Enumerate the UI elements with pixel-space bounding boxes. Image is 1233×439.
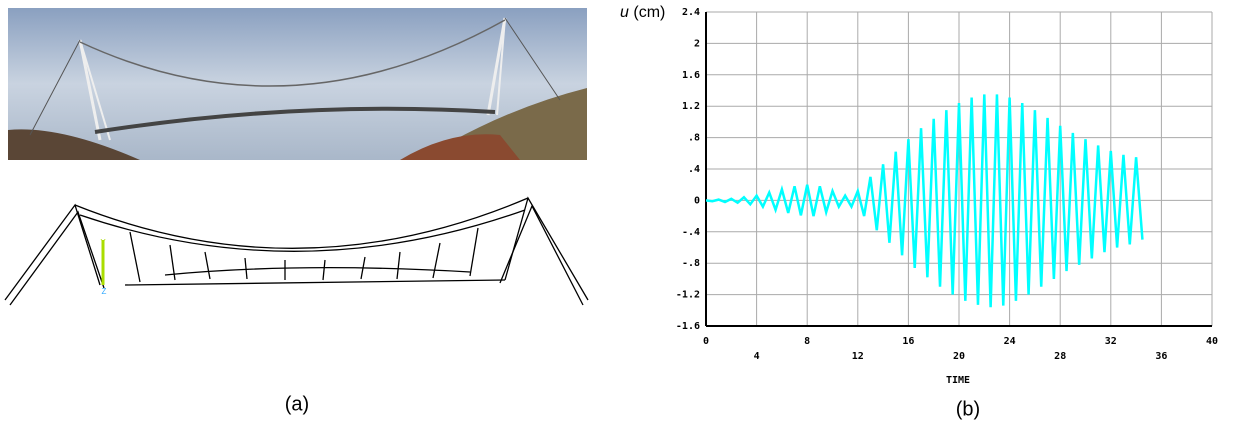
triad-label: Z <box>102 287 107 296</box>
caption: (b) <box>956 398 980 420</box>
y-tick-label: .8 <box>688 133 700 144</box>
y-tick-label: 1.6 <box>682 70 700 81</box>
y-tick-label: -.8 <box>682 258 700 269</box>
caption: (a) <box>285 393 309 415</box>
y-axis-label: u (cm) <box>620 4 665 21</box>
y-tick-label: 0 <box>694 195 700 206</box>
triad-label: Y <box>100 238 106 247</box>
y-tick-label: -1.2 <box>676 290 700 301</box>
y-tick-label: 2.4 <box>682 7 700 18</box>
x-tick-label: 28 <box>1054 351 1066 362</box>
x-tick-label: 24 <box>1004 336 1016 347</box>
y-tick-label: .4 <box>688 164 700 175</box>
x-axis-label: TIME <box>946 375 970 386</box>
x-tick-label: 16 <box>902 336 914 347</box>
y-axis-var: u <box>620 4 629 21</box>
bridge-wireframe <box>4 196 589 306</box>
x-tick-label: 32 <box>1105 336 1117 347</box>
x-tick-label: 36 <box>1155 351 1167 362</box>
y-tick-label: -1.6 <box>676 321 700 332</box>
x-tick-label: 20 <box>953 351 965 362</box>
x-tick-label: 4 <box>754 351 760 362</box>
x-tick-label: 0 <box>703 336 709 347</box>
x-tick-label: 12 <box>852 351 864 362</box>
bridge-photo <box>8 8 587 160</box>
x-tick-label: 40 <box>1206 336 1218 347</box>
y-axis-unit: (cm) <box>633 4 665 21</box>
y-tick-label: -.4 <box>682 227 700 238</box>
y-tick-label: 2 <box>694 38 700 49</box>
y-tick-label: 1.2 <box>682 101 700 112</box>
data-line <box>705 94 1144 308</box>
x-tick-label: 8 <box>804 336 810 347</box>
